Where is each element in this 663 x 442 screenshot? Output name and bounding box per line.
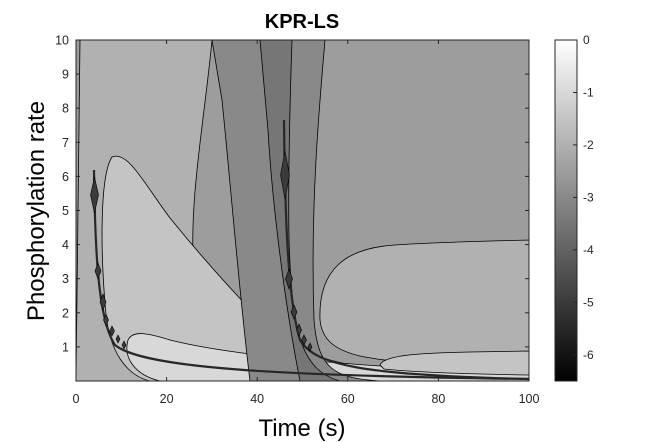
contour-peak-2 <box>99 293 107 311</box>
x-tick-label: 100 <box>519 392 540 406</box>
contour-peak-12 <box>307 342 313 352</box>
colorbar-tick-label: -1 <box>583 85 594 99</box>
x-axis: 0 20 40 60 80 100 <box>73 40 540 406</box>
contour-ridges <box>90 119 529 381</box>
colorbar-ticks: 0 -1 -2 -3 -4 -5 -6 <box>573 33 594 362</box>
contour-peak-6 <box>121 340 127 350</box>
colorbar <box>554 39 578 382</box>
colorbar-tick-label: 0 <box>583 33 590 47</box>
contour-peak-9 <box>290 304 298 320</box>
colorbar-tick-label: -5 <box>583 295 594 309</box>
x-tick-label: 60 <box>341 392 355 406</box>
contour-peak-5 <box>115 334 121 344</box>
y-tick-label: 9 <box>62 68 69 82</box>
contour-peak-4 <box>109 325 115 337</box>
y-tick-label: 5 <box>62 204 69 218</box>
y-tick-label: 4 <box>62 238 69 252</box>
contour-regions <box>76 40 529 381</box>
y-tick-label: 7 <box>62 136 69 150</box>
colorbar-tick-label: -2 <box>583 138 594 152</box>
y-tick-label: 10 <box>55 34 69 48</box>
contour-region-top-central-band <box>211 40 381 381</box>
contour-region-ridge-near-t46 <box>282 119 529 381</box>
x-axis-label: Time (s) <box>258 415 345 442</box>
contour-peak-7 <box>280 150 290 200</box>
y-tick-label: 6 <box>62 170 69 184</box>
chart-title: KPR-LS <box>265 11 339 33</box>
contour-peak-0 <box>90 176 99 214</box>
contour-peak-10 <box>296 323 302 337</box>
contour-peak-11 <box>301 334 307 346</box>
y-tick-label: 8 <box>62 102 69 116</box>
y-axis: 1 2 3 4 5 6 7 8 9 10 <box>55 34 529 354</box>
x-tick-label: 40 <box>250 392 264 406</box>
y-tick-label: 1 <box>62 340 69 354</box>
y-tick-label: 3 <box>62 272 69 286</box>
x-tick-label: 0 <box>73 392 80 406</box>
y-axis-label: Phosphorylation rate <box>23 101 50 321</box>
contour-peak-3 <box>103 313 109 327</box>
contour-peak-8 <box>285 268 293 290</box>
x-tick-label: 20 <box>160 392 174 406</box>
contour-region-central-channel <box>259 40 341 381</box>
contour-region-ridge-near-t5 <box>92 169 529 381</box>
colorbar-tick-label: -3 <box>583 190 594 204</box>
contour-peak-1 <box>94 262 102 280</box>
x-tick-label: 80 <box>431 392 445 406</box>
colorbar-tick-label: -4 <box>583 243 594 257</box>
y-tick-label: 2 <box>62 306 69 320</box>
colorbar-tick-label: -6 <box>583 348 594 362</box>
